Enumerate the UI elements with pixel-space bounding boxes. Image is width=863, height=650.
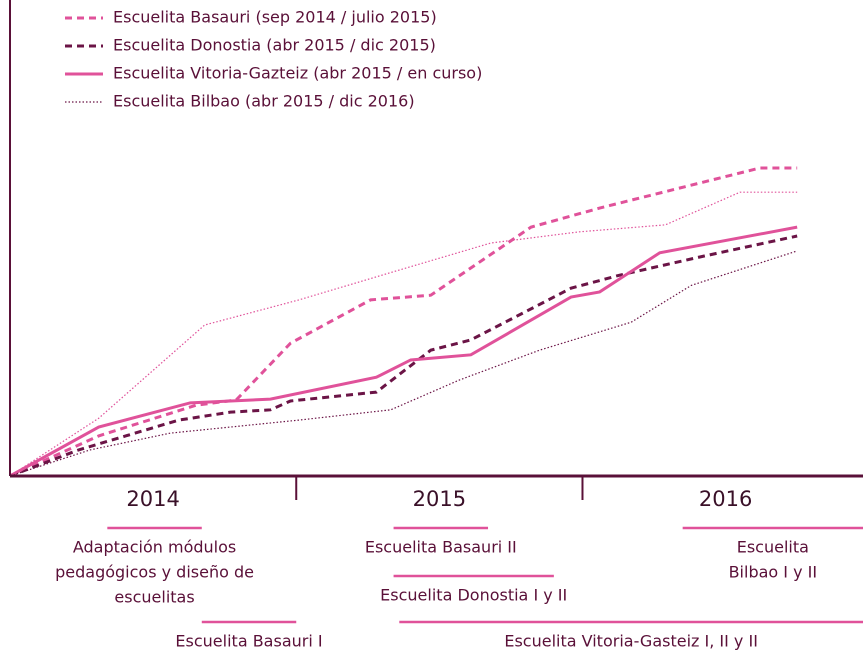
- series-line: [9, 191, 798, 477]
- period-label: Escuelita Vitoria-Gasteiz I, II y II: [504, 632, 758, 650]
- period-label: Escuelita Basauri I: [175, 632, 322, 650]
- legend-label: Escuelita Basauri (sep 2014 / julio 2015…: [113, 8, 437, 27]
- series-line: [9, 250, 798, 477]
- period-label: Escuelita Basauri II: [365, 538, 517, 557]
- legend-label: Escuelita Vitoria-Gazteiz (abr 2015 / en…: [113, 64, 482, 83]
- series-line: [9, 225, 798, 478]
- year-label: 2015: [413, 487, 466, 511]
- period-label: pedagógicos y diseño de: [55, 563, 254, 582]
- series-line: [9, 166, 798, 478]
- legend-label: Escuelita Bilbao (abr 2015 / dic 2016): [113, 92, 415, 111]
- year-label: 2016: [699, 487, 752, 511]
- period-label: Bilbao I y II: [729, 563, 818, 582]
- year-label: 2014: [126, 487, 179, 511]
- period-label: Escuelita Donostia I y II: [380, 586, 567, 605]
- period-label: Escuelita: [737, 538, 809, 557]
- series-line: [9, 234, 798, 478]
- legend-label: Escuelita Donostia (abr 2015 / dic 2015): [113, 36, 436, 55]
- period-label: Adaptación módulos: [73, 538, 236, 557]
- period-label: escuelitas: [114, 588, 194, 607]
